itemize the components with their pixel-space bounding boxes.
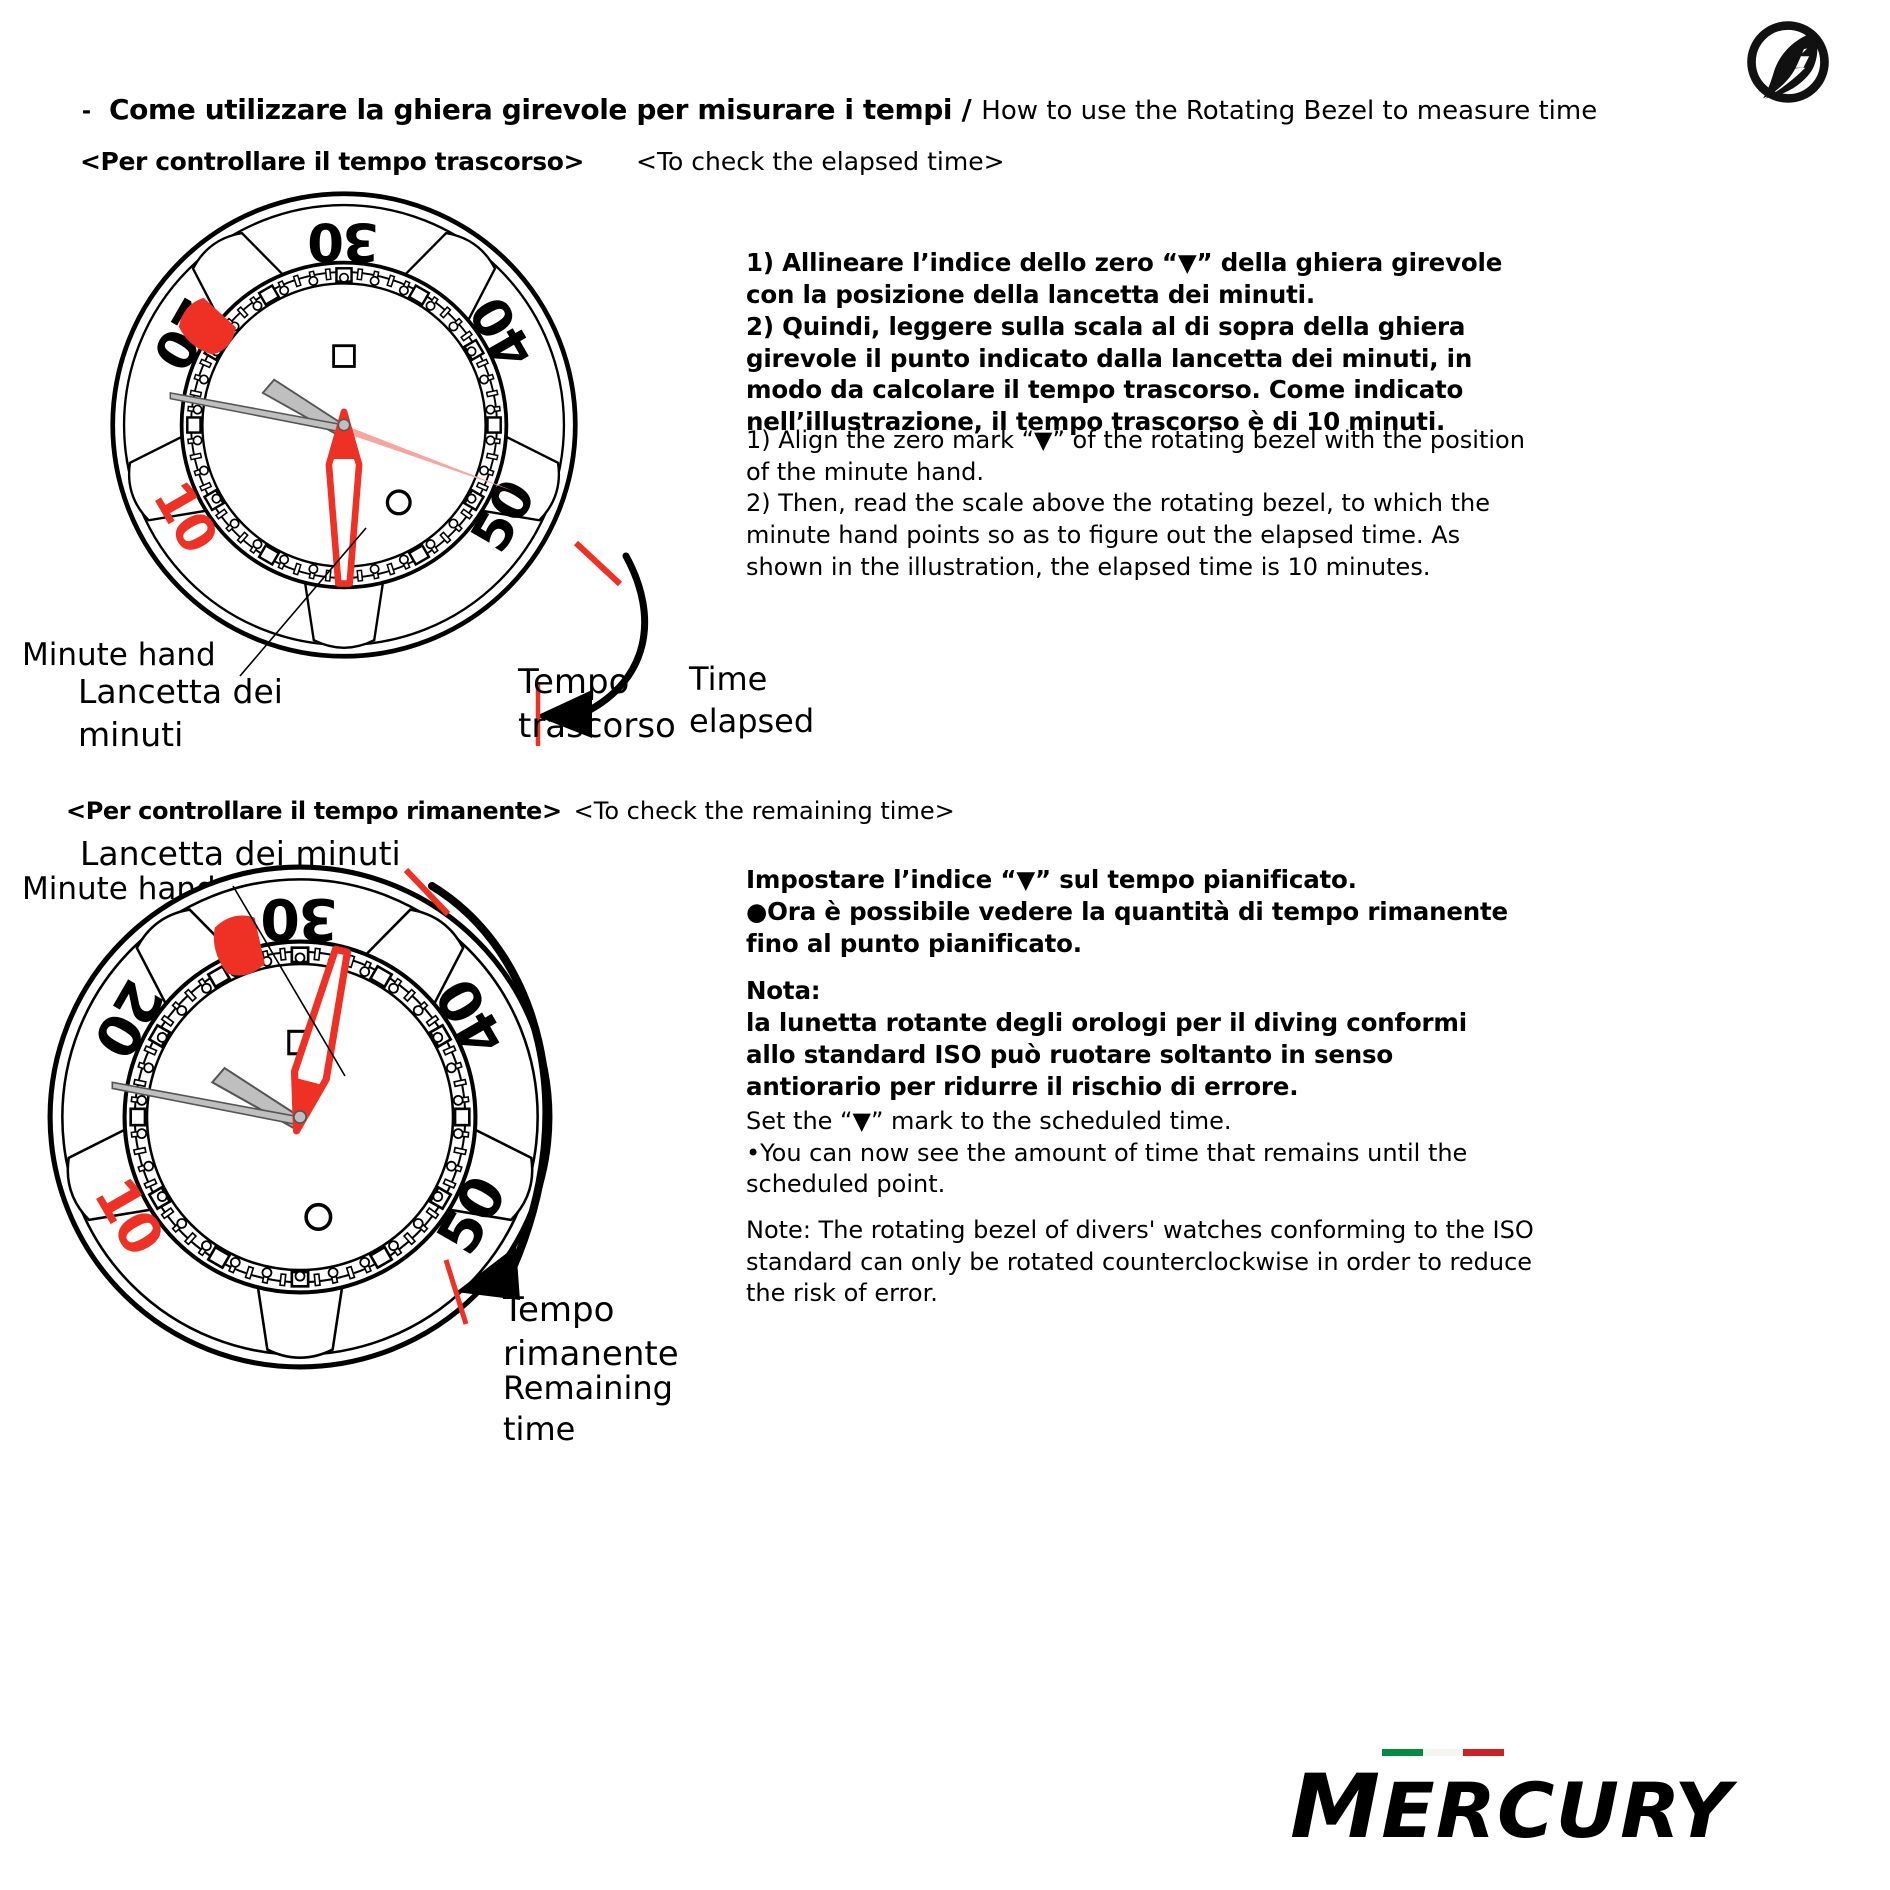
label-minute-hand-en-1: Minute hand (22, 637, 216, 673)
remaining-time-arrow (390, 860, 590, 1350)
title-dash: - (82, 95, 91, 125)
zero-mark-triangle (332, 344, 356, 368)
section2-note-italian: Nota: la lunetta rotante degli orologi p… (746, 976, 1467, 1101)
section1-subheading-english: <To check the elapsed time> (636, 147, 1005, 176)
crown-guard (178, 297, 236, 355)
title-italian: Come utilizzare la ghiera girevole per m… (109, 93, 972, 126)
section2-subheading: <Per controllare il tempo rimanente> <To… (66, 797, 955, 825)
svg-text:30: 30 (262, 885, 337, 951)
crown-guard-2 (213, 915, 265, 976)
mercury-text: MERCURY (1290, 1763, 1887, 1851)
section1-subheading: <Per controllare il tempo trascorso> <To… (80, 147, 1005, 176)
label-minute-hand-it-1: Lancetta dei minuti (78, 672, 283, 754)
page-title: - Come utilizzare la ghiera girevole per… (82, 93, 1597, 126)
section2-subheading-english: <To check the remaining time> (573, 797, 955, 825)
mercury-rest: ERCURY (1381, 1766, 1732, 1855)
title-english: How to use the Rotating Bezel to measure… (981, 96, 1598, 126)
flag-white (1422, 1749, 1464, 1756)
label-remaining-en: Remaining time (503, 1369, 673, 1448)
section2-body-italian: Impostare l’indice “▼” sul tempo pianifi… (746, 865, 1508, 958)
brand-f-logo-icon (1740, 14, 1836, 110)
leader-line-minute-hand-1 (230, 520, 370, 680)
section2-note-english: Note: The rotating bezel of divers' watc… (746, 1216, 1542, 1308)
section1-subheading-italian: <Per controllare il tempo trascorso> (80, 147, 585, 176)
mercury-initial: M (1290, 1755, 1382, 1858)
flag-red (1463, 1749, 1505, 1756)
label-remaining-it: Tempo rimanente (503, 1290, 679, 1374)
label-minute-hand-en-2: Minute hand (22, 871, 216, 907)
svg-text:30: 30 (309, 210, 379, 271)
italian-flag-stripe (1382, 1749, 1505, 1756)
leader-line-minute-hand-2 (225, 880, 355, 1080)
elapsed-time-arrow (330, 540, 670, 765)
section2-body-english: Set the “▼” mark to the scheduled time. … (746, 1107, 1468, 1199)
label-elapsed-en: Time elapsed (689, 660, 815, 740)
mercury-wordmark: MERCURY (1290, 1735, 1870, 1855)
ghost-minute-hand (344, 425, 514, 492)
watch-diagram-remaining: 10 20 30 40 50 (45, 862, 555, 1372)
section2-subheading-italian: <Per controllare il tempo rimanente> (66, 797, 562, 825)
section1-body-italian: 1) Allineare l’indice dello zero “▼” del… (746, 248, 1503, 437)
label-elapsed-it: Tempo trascorso (518, 662, 676, 746)
section1-body-english: 1) Align the zero mark “▼” of the rotati… (746, 426, 1525, 581)
flag-green (1382, 1749, 1423, 1756)
label-minute-hand-it-2: Lancetta dei minuti (80, 834, 401, 873)
